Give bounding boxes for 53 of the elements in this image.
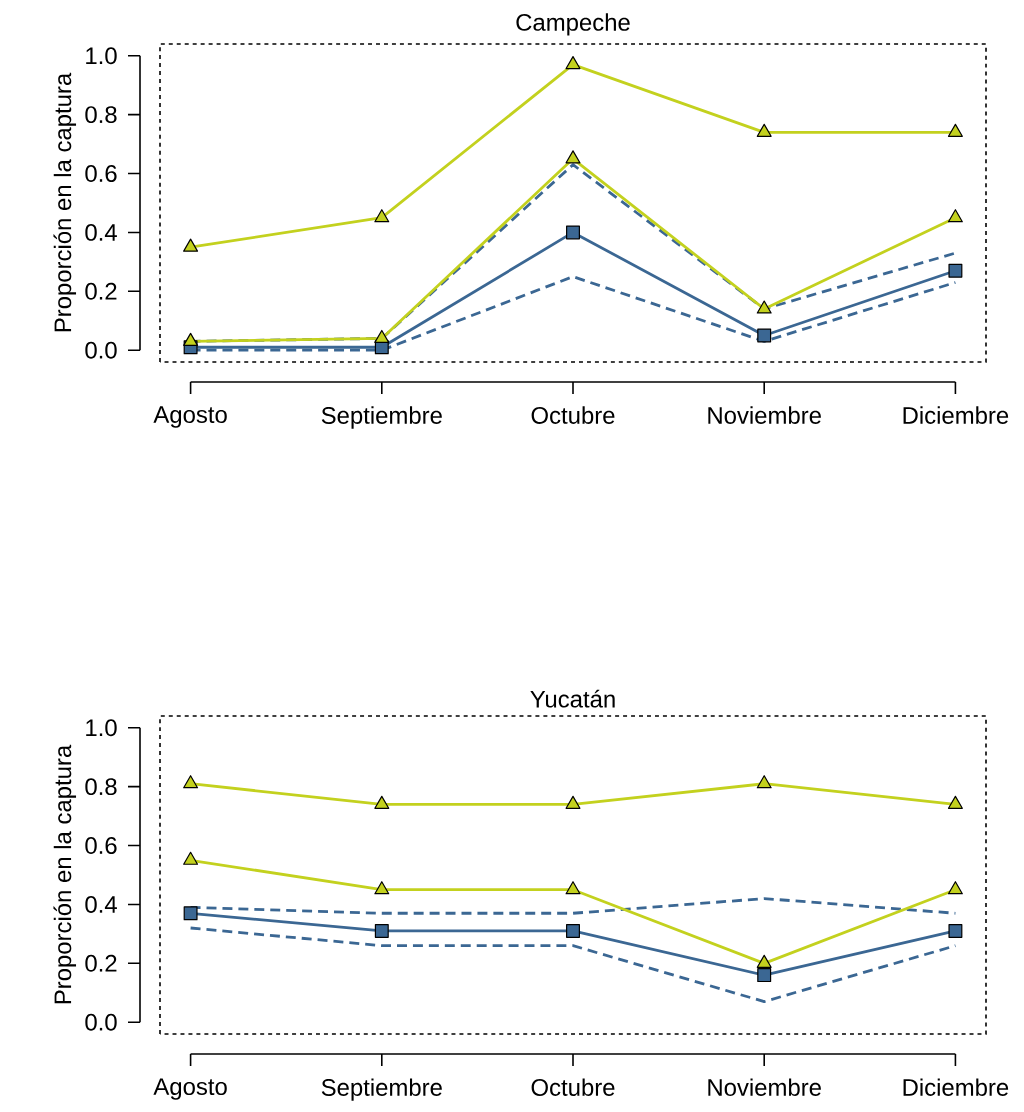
chart-title: Campeche — [516, 13, 630, 36]
y-tick-label: 0.4 — [85, 895, 117, 913]
x-tick-label: Noviembre — [708, 406, 821, 424]
point — [565, 795, 581, 809]
point — [183, 851, 199, 865]
point — [947, 795, 963, 809]
y-tick-label: 0.4 — [85, 223, 117, 241]
x-tick-label: Diciembre — [903, 1078, 1009, 1096]
x-tick-label: Septiembre — [321, 1078, 442, 1101]
x-tick-label: Agosto — [153, 1078, 227, 1100]
x-tick-label: Agosto — [153, 406, 227, 428]
point — [947, 209, 963, 223]
y-tick-label: 0.8 — [85, 778, 117, 796]
chart-title: Yucatán — [530, 689, 615, 708]
y-tick-label: 0.0 — [85, 1013, 117, 1031]
y-tick-label: 0.6 — [85, 837, 117, 854]
point — [757, 328, 772, 343]
point — [183, 775, 199, 789]
point — [948, 923, 963, 938]
y-axis-title: Proporción en la captura — [53, 744, 77, 1004]
point — [374, 881, 390, 895]
x-tick-label: Octubre — [531, 1078, 615, 1096]
y-tick-label: 0.0 — [85, 341, 117, 359]
point — [947, 881, 963, 895]
point — [374, 923, 389, 938]
y-tick-label: 0.8 — [85, 106, 117, 124]
point — [948, 263, 963, 278]
point — [374, 329, 390, 344]
point — [565, 881, 581, 895]
x-tick-label: Octubre — [531, 406, 615, 424]
point — [565, 150, 581, 164]
x-tick-label: Diciembre — [903, 406, 1009, 424]
point — [757, 968, 772, 983]
point — [947, 123, 963, 137]
point — [565, 56, 581, 70]
y-tick-label: 1.0 — [86, 719, 117, 737]
point — [183, 906, 198, 921]
y-tick-label: 0.6 — [85, 165, 117, 182]
point — [756, 300, 772, 314]
x-tick-label: Septiembre — [321, 406, 442, 429]
y-tick-label: 0.2 — [85, 954, 117, 972]
point — [566, 225, 580, 240]
point — [374, 209, 390, 223]
x-tick-label: Noviembre — [708, 1078, 821, 1096]
point — [756, 123, 772, 137]
point — [183, 238, 199, 252]
y-axis-title: Proporción en la captura — [53, 72, 77, 332]
point — [374, 795, 390, 809]
y-tick-label: 0.2 — [85, 282, 117, 300]
point — [566, 923, 580, 938]
point — [183, 332, 199, 346]
point — [756, 775, 772, 789]
y-tick-label: 1.0 — [86, 47, 117, 65]
